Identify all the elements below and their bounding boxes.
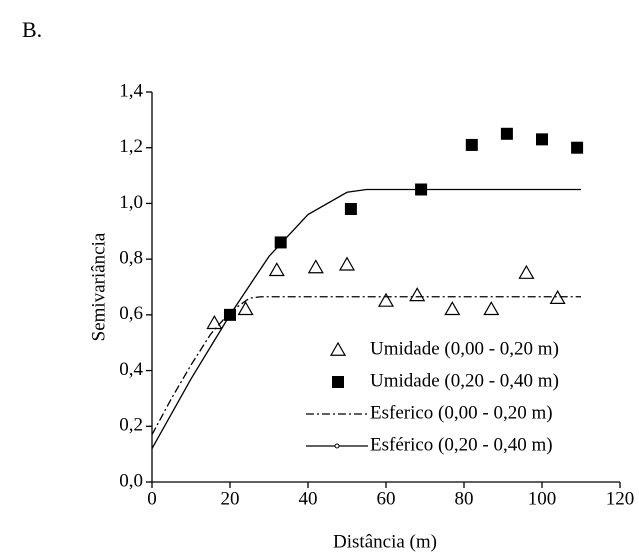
- legend-symbol: [332, 376, 344, 388]
- y-tick-label: 1,2: [119, 136, 143, 157]
- point: [571, 141, 584, 154]
- y-tick-label: 0,6: [119, 303, 143, 324]
- y-tick-label: 0,0: [119, 470, 143, 491]
- legend-label: Esférico (0,20 - 0,40 m): [370, 434, 553, 455]
- x-tick-label: 20: [221, 488, 240, 509]
- y-tick-label: 0,4: [119, 359, 143, 380]
- point: [483, 301, 500, 316]
- point: [444, 301, 461, 316]
- point: [237, 301, 254, 316]
- y-tick-label: 0,8: [119, 248, 143, 269]
- x-tick-label: 100: [528, 488, 557, 509]
- point: [536, 133, 548, 146]
- point: [518, 264, 535, 279]
- x-tick-label: 40: [299, 488, 318, 509]
- y-tick-label: 1,0: [119, 192, 143, 213]
- point: [465, 138, 478, 151]
- x-tick-label: 80: [455, 488, 474, 509]
- point: [338, 256, 356, 271]
- legend-symbol: [334, 443, 340, 449]
- point: [500, 127, 513, 140]
- x-tick-label: 60: [377, 488, 396, 509]
- legend-label: Umidade (0,00 - 0,20 m): [370, 338, 559, 359]
- x-tick-label: 120: [606, 488, 635, 509]
- panel-label: B.: [22, 17, 42, 42]
- point: [206, 315, 223, 330]
- legend-label: Umidade (0,20 - 0,40 m): [370, 370, 559, 391]
- x-tick-label: 0: [147, 488, 157, 509]
- y-tick-label: 0,2: [119, 415, 143, 436]
- y-axis-title: Semivariância: [88, 232, 109, 341]
- point: [307, 259, 324, 274]
- point: [274, 236, 287, 249]
- point: [409, 287, 426, 302]
- legend-label: Esferico (0,00 - 0,20 m): [370, 402, 553, 423]
- point: [377, 292, 395, 307]
- x-axis-title: Distância (m): [333, 531, 437, 552]
- legend-symbol: [329, 341, 347, 356]
- line: [151, 188, 581, 449]
- y-tick-label: 1,4: [119, 80, 143, 101]
- point: [268, 262, 285, 277]
- point: [344, 203, 357, 215]
